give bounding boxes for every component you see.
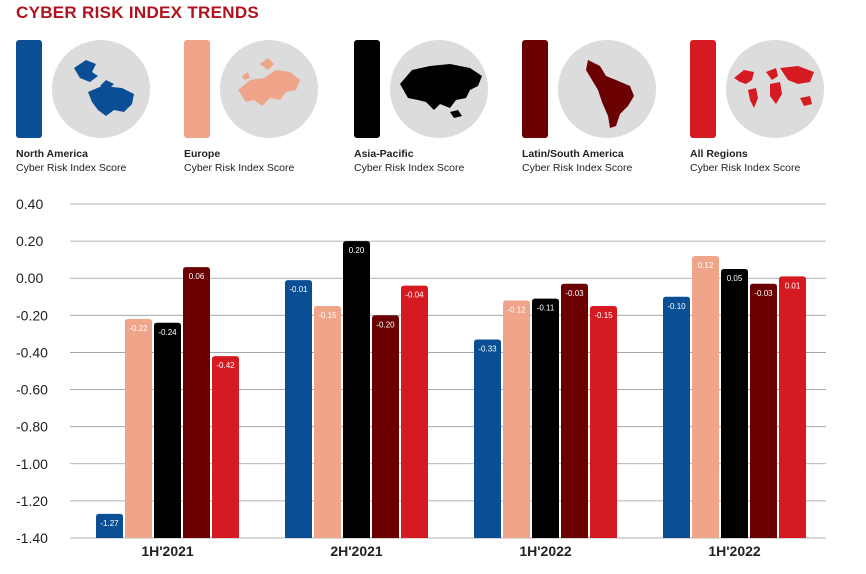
- legend-item-all-regions: All Regions Cyber Risk Index Score: [690, 40, 860, 180]
- bar-latin-south-america-3: [561, 283, 588, 538]
- data-label: -0.03: [565, 289, 584, 298]
- legend-swatch-asia-pacific: [354, 40, 380, 138]
- legend-label-europe: Europe: [184, 148, 221, 160]
- asia-pacific-map-icon: [390, 40, 488, 138]
- legend-sublabel-all-regions: Cyber Risk Index Score: [690, 162, 801, 174]
- bar-europe-4: [692, 255, 719, 538]
- world-map-icon: [726, 40, 824, 138]
- north-america-map-icon: [52, 40, 150, 138]
- legend-swatch-north-america: [16, 40, 42, 138]
- y-tick-label: -1.00: [16, 456, 48, 472]
- legend-label-all-regions: All Regions: [690, 148, 748, 160]
- x-tick-label: 2H'2021: [330, 543, 383, 559]
- data-label: -0.24: [158, 328, 177, 337]
- legend-item-europe: Europe Cyber Risk Index Score: [184, 40, 354, 180]
- data-label: -0.15: [594, 311, 613, 320]
- bar-asia-pacific-4: [721, 268, 748, 538]
- legend-label-asia-pacific: Asia-Pacific: [354, 148, 414, 160]
- bar-all-regions-4: [779, 276, 806, 538]
- data-label: -0.42: [216, 361, 235, 370]
- data-label: -0.03: [754, 289, 773, 298]
- x-tick-label: 1H'2022: [708, 543, 761, 559]
- legend-sublabel-north-america: Cyber Risk Index Score: [16, 162, 127, 174]
- chart-title: CYBER RISK INDEX TRENDS: [16, 3, 260, 22]
- y-tick-label: 0.40: [16, 196, 43, 212]
- legend-sublabel-europe: Cyber Risk Index Score: [184, 162, 295, 174]
- legend-item-latin-america: Latin/South America Cyber Risk Index Sco…: [522, 40, 692, 180]
- data-label: 0.05: [727, 274, 743, 283]
- legend-sublabel-latin-america: Cyber Risk Index Score: [522, 162, 633, 174]
- data-label: -0.11: [537, 304, 555, 313]
- data-label: 0.12: [698, 261, 714, 270]
- bar-latin-south-america-4: [750, 283, 777, 538]
- bar-north-america-4: [663, 296, 690, 538]
- data-label: -0.01: [289, 285, 308, 294]
- data-label: -1.27: [100, 519, 119, 528]
- x-tick-label: 1H'2021: [141, 543, 194, 559]
- y-tick-label: -1.20: [16, 493, 48, 509]
- legend-label-latin-america: Latin/South America: [522, 148, 624, 160]
- bar-europe-2: [314, 306, 341, 538]
- bar-chart: 0.40 0.20 0.00 -0.20 -0.40 -0.60 -0.80 -1.00 -1.…: [16, 196, 826, 559]
- bar-north-america-2: [285, 280, 312, 538]
- data-label: -0.12: [507, 305, 526, 314]
- data-label: -0.33: [478, 344, 497, 353]
- data-label: -0.20: [376, 320, 395, 329]
- data-label: 0.01: [785, 281, 801, 290]
- legend-swatch-latin-america: [522, 40, 548, 138]
- bar-north-america-3: [474, 339, 501, 538]
- latin-america-map-icon: [558, 40, 656, 138]
- legend-sublabel-asia-pacific: Cyber Risk Index Score: [354, 162, 465, 174]
- y-tick-label: -0.60: [16, 382, 48, 398]
- bar-all-regions-2: [401, 285, 428, 538]
- y-tick-label: 0.20: [16, 233, 43, 249]
- europe-map-icon: [220, 40, 318, 138]
- bar-europe-3: [503, 300, 530, 538]
- legend-item-north-america: North America Cyber Risk Index Score: [16, 40, 186, 180]
- data-label: 0.20: [349, 246, 365, 255]
- legend-item-asia-pacific: Asia-Pacific Cyber Risk Index Score: [354, 40, 524, 180]
- bar-asia-pacific-1: [154, 322, 181, 538]
- bar-asia-pacific-3: [532, 298, 559, 538]
- bar-latin-south-america-1: [183, 267, 210, 538]
- y-tick-label: 0.00: [16, 270, 43, 286]
- y-tick-label: -0.40: [16, 344, 48, 360]
- data-label: -0.15: [318, 311, 337, 320]
- legend-swatch-europe: [184, 40, 210, 138]
- data-label: 0.06: [189, 272, 205, 281]
- y-tick-label: -0.80: [16, 419, 48, 435]
- bar-all-regions-1: [212, 356, 239, 538]
- y-tick-label: -1.40: [16, 530, 48, 546]
- bar-north-america-1: [96, 513, 123, 538]
- data-label: -0.04: [405, 291, 424, 300]
- x-tick-label: 1H'2022: [519, 543, 572, 559]
- bar-latin-south-america-2: [372, 315, 399, 538]
- legend-swatch-all-regions: [690, 40, 716, 138]
- bar-asia-pacific-2: [343, 241, 370, 538]
- legend-label-north-america: North America: [16, 148, 88, 160]
- data-label: -0.10: [667, 302, 686, 311]
- y-tick-label: -0.20: [16, 307, 48, 323]
- bar-europe-1: [125, 319, 152, 538]
- bar-all-regions-3: [590, 306, 617, 538]
- data-label: -0.22: [129, 324, 148, 333]
